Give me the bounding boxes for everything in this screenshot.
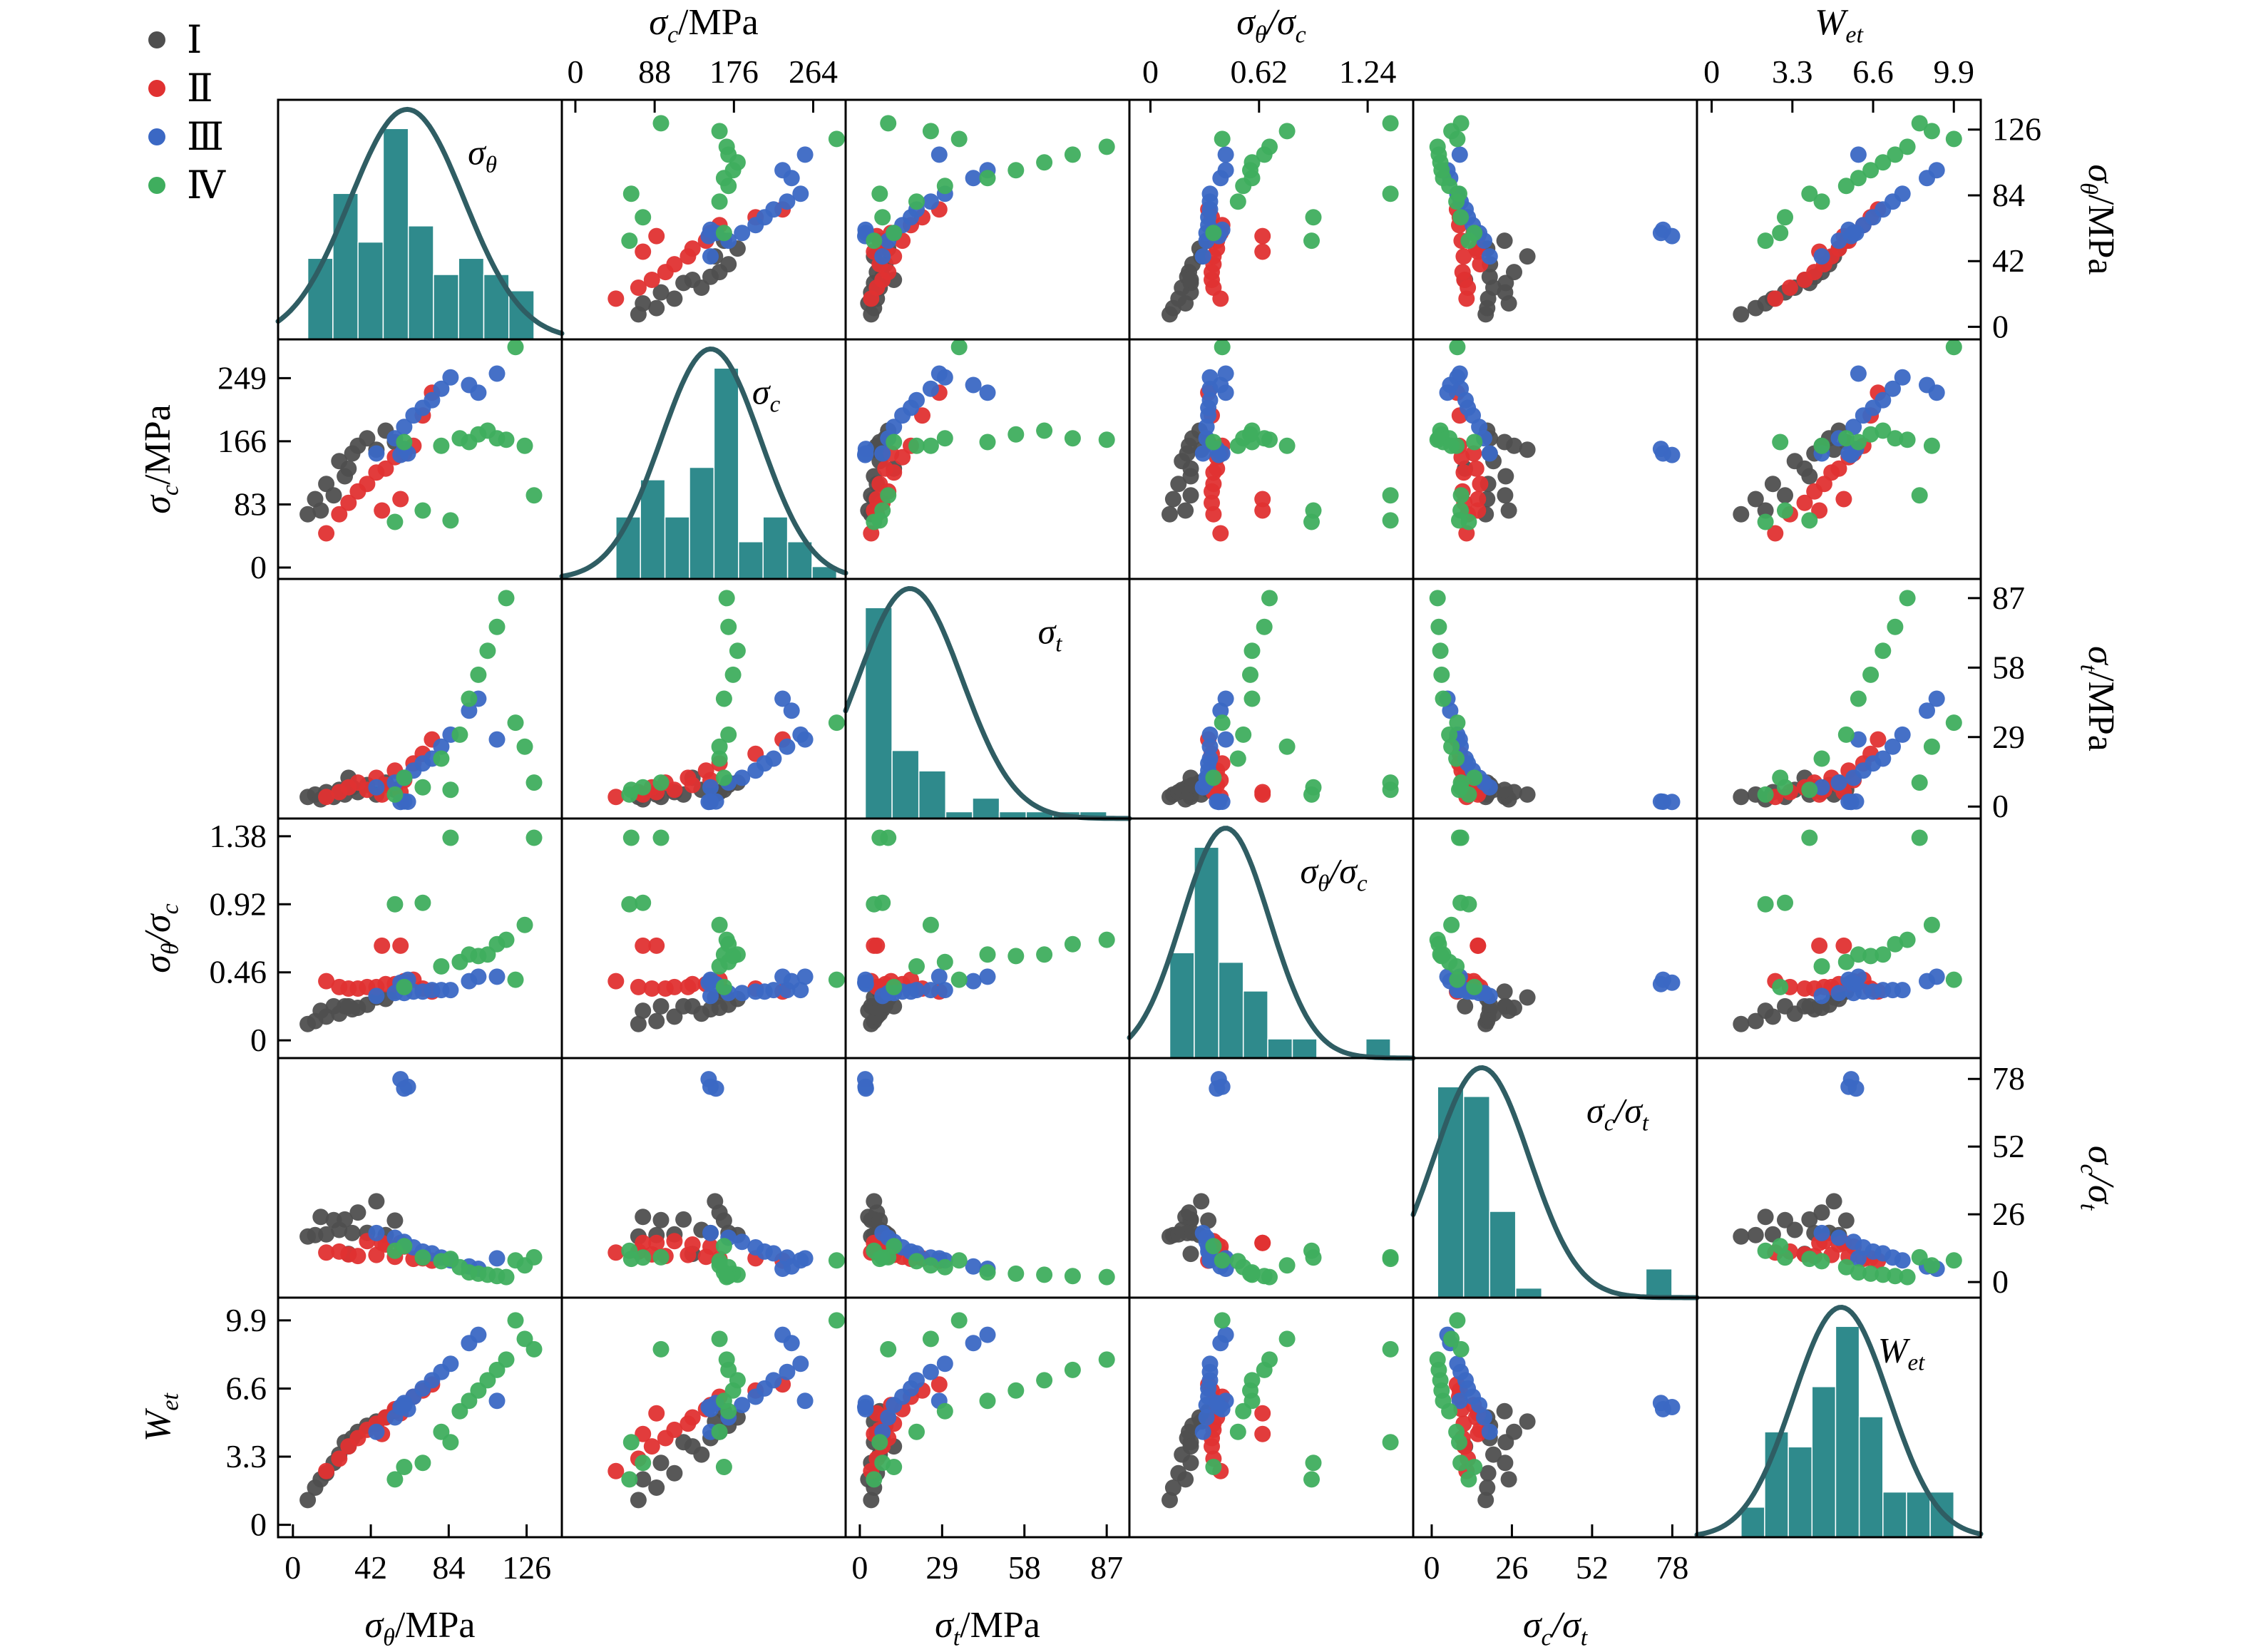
svg-text:26: 26 (1992, 1196, 2025, 1232)
legend: Ⅰ Ⅱ Ⅲ Ⅳ (148, 19, 225, 207)
svg-text:0.92: 0.92 (210, 886, 267, 922)
svg-text:1.24: 1.24 (1339, 53, 1397, 90)
legend-item-class3: Ⅲ (148, 116, 225, 158)
svg-text:9.9: 9.9 (226, 1302, 267, 1338)
svg-text:52: 52 (1992, 1128, 2025, 1164)
svg-text:0: 0 (1992, 788, 2009, 824)
svg-text:3.3: 3.3 (226, 1438, 267, 1474)
legend-item-class4: Ⅳ (148, 164, 225, 207)
svg-text:Wet: Wet (1815, 2, 1864, 48)
svg-text:Wet: Wet (1878, 1330, 1925, 1376)
svg-text:176: 176 (709, 53, 759, 90)
svg-text:Wet: Wet (138, 1392, 183, 1442)
svg-text:42: 42 (354, 1549, 387, 1586)
svg-text:52: 52 (1576, 1549, 1609, 1586)
svg-text:42: 42 (1992, 242, 2025, 279)
svg-text:σc: σc (752, 372, 781, 418)
svg-text:0: 0 (1423, 1549, 1440, 1586)
svg-text:σθ/MPa: σθ/MPa (2076, 164, 2121, 275)
svg-text:126: 126 (502, 1549, 551, 1586)
legend-dot-class4 (148, 177, 165, 194)
svg-text:σc/σt: σc/σt (2076, 1146, 2121, 1211)
svg-text:6.6: 6.6 (1852, 53, 1894, 90)
legend-dot-class2 (148, 80, 165, 97)
svg-text:87: 87 (1090, 1549, 1123, 1586)
svg-text:126: 126 (1992, 111, 2041, 148)
legend-label-class3: Ⅲ (187, 116, 225, 158)
svg-text:0.62: 0.62 (1231, 53, 1288, 90)
svg-text:9.9: 9.9 (1934, 53, 1975, 90)
legend-item-class2: Ⅱ (148, 67, 225, 110)
svg-text:78: 78 (1992, 1060, 2025, 1097)
svg-text:σt/MPa: σt/MPa (2076, 646, 2121, 751)
svg-text:264: 264 (789, 53, 838, 90)
svg-text:0: 0 (250, 1507, 267, 1543)
legend-label-class1: Ⅰ (187, 19, 202, 61)
svg-text:σc/MPa: σc/MPa (138, 404, 183, 513)
svg-text:0: 0 (851, 1549, 868, 1586)
svg-text:σc/σt: σc/σt (1586, 1091, 1649, 1137)
svg-text:0: 0 (284, 1549, 301, 1586)
svg-text:84: 84 (1992, 177, 2025, 213)
svg-text:0: 0 (1703, 53, 1720, 90)
svg-text:σθ/MPa: σθ/MPa (364, 1605, 475, 1651)
svg-text:78: 78 (1656, 1549, 1688, 1586)
legend-label-class4: Ⅳ (187, 164, 225, 207)
svg-text:29: 29 (1992, 719, 2025, 755)
svg-text:σt/MPa: σt/MPa (935, 1605, 1040, 1651)
svg-text:σθ/σc: σθ/σc (138, 903, 183, 973)
svg-text:σc/σt: σc/σt (1523, 1605, 1589, 1651)
svg-text:249: 249 (217, 359, 267, 396)
svg-text:σt: σt (1038, 612, 1063, 657)
svg-text:0: 0 (1992, 1263, 2009, 1300)
legend-label-class2: Ⅱ (187, 67, 213, 110)
legend-dot-class1 (148, 31, 165, 48)
svg-text:6.6: 6.6 (226, 1370, 267, 1406)
svg-text:84: 84 (432, 1549, 465, 1586)
svg-text:58: 58 (1008, 1549, 1041, 1586)
svg-text:1.38: 1.38 (210, 818, 267, 854)
svg-text:166: 166 (217, 423, 267, 459)
svg-text:83: 83 (234, 486, 267, 522)
svg-text:88: 88 (638, 53, 671, 90)
svg-text:0: 0 (1992, 308, 2009, 344)
svg-text:58: 58 (1992, 649, 2025, 685)
legend-dot-class3 (148, 128, 165, 145)
svg-text:3.3: 3.3 (1772, 53, 1813, 90)
svg-text:σθ/σc: σθ/σc (1236, 2, 1306, 48)
svg-text:29: 29 (925, 1549, 958, 1586)
svg-text:0: 0 (250, 549, 267, 585)
svg-text:0: 0 (1142, 53, 1159, 90)
svg-text:σθ: σθ (468, 133, 497, 178)
svg-text:0: 0 (567, 53, 583, 90)
svg-text:σc/MPa: σc/MPa (649, 2, 758, 48)
svg-text:0.46: 0.46 (210, 954, 267, 990)
legend-item-class1: Ⅰ (148, 19, 225, 61)
svg-text:σθ/σc: σθ/σc (1301, 851, 1368, 897)
svg-text:26: 26 (1495, 1549, 1528, 1586)
svg-text:0: 0 (250, 1022, 267, 1058)
svg-text:87: 87 (1992, 580, 2025, 616)
